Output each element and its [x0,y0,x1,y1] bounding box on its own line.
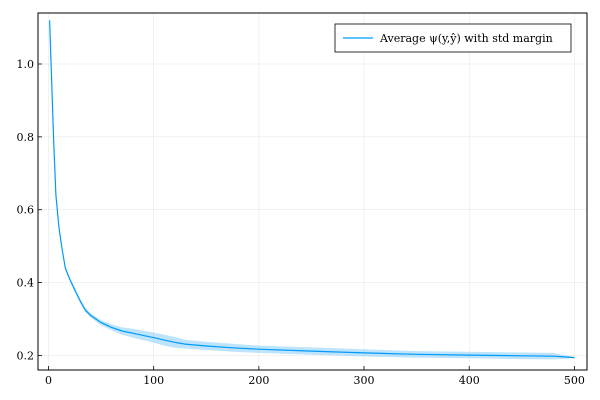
legend: Average ψ(y,ŷ) with std margin [334,23,572,53]
y-tick-label: 0.2 [17,349,35,362]
std-band [49,18,575,360]
y-tick-label: 0.4 [17,277,35,290]
x-tick-label: 200 [248,374,269,387]
x-tick-label: 400 [459,374,480,387]
legend-label: Average ψ(y,ŷ) with std margin [379,32,553,45]
band-layer [49,18,575,360]
series-line [49,20,575,359]
x-tick-label: 100 [143,374,164,387]
y-tick-label: 1.0 [17,58,35,71]
y-axis-ticks: 0.2 0.4 0.6 0.8 1.0 [17,58,42,362]
plot-frame [37,12,588,371]
x-tick-label: 0 [45,374,52,387]
legend-box [334,23,572,53]
line-layer [49,20,575,359]
y-tick-label: 0.8 [17,131,35,144]
grid [38,13,587,370]
x-tick-label: 300 [354,374,375,387]
y-tick-label: 0.6 [17,204,35,217]
x-axis-ticks: 0 100 200 300 400 500 [45,366,585,387]
x-tick-label: 500 [564,374,585,387]
